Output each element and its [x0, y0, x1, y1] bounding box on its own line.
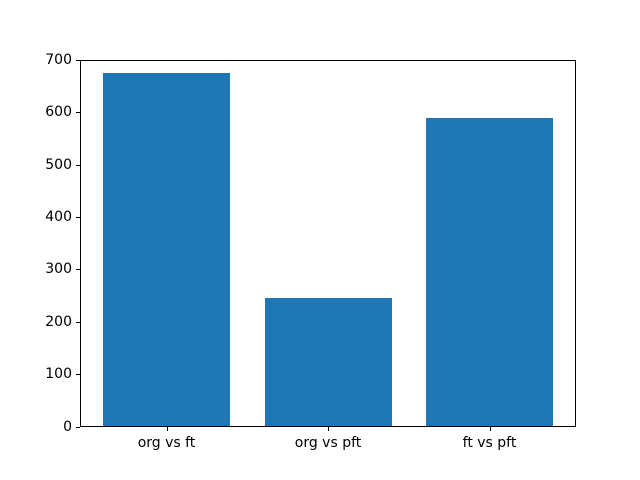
x-tick-mark — [328, 427, 329, 431]
y-tick-mark — [76, 164, 80, 166]
y-tick-label: 200 — [45, 313, 72, 330]
y-tick-mark — [76, 426, 80, 428]
bar-org-vs-ft — [103, 73, 230, 426]
y-tick-label: 0 — [63, 418, 72, 435]
plot-area — [80, 60, 576, 427]
y-tick-label: 300 — [45, 261, 72, 278]
x-tick-mark — [166, 427, 168, 431]
x-tick-label: org vs ft — [137, 435, 196, 451]
bar-org-vs-pft — [264, 298, 392, 426]
x-tick-label: org vs pft — [294, 435, 362, 451]
bar-ft-vs-pft — [426, 117, 553, 426]
x-tick-label: ft vs pft — [462, 435, 517, 451]
y-tick-mark — [76, 269, 80, 271]
y-tick-label: 500 — [45, 156, 72, 173]
y-tick-mark — [76, 321, 80, 323]
x-tick-mark — [489, 427, 491, 431]
y-tick-mark — [76, 112, 80, 114]
y-tick-label: 600 — [45, 104, 72, 121]
y-tick-mark — [76, 217, 80, 219]
y-tick-label: 400 — [45, 209, 72, 226]
y-tick-label: 700 — [45, 52, 72, 68]
y-tick-label: 100 — [45, 366, 72, 383]
y-tick-mark — [76, 374, 80, 376]
y-tick-mark — [76, 60, 80, 61]
